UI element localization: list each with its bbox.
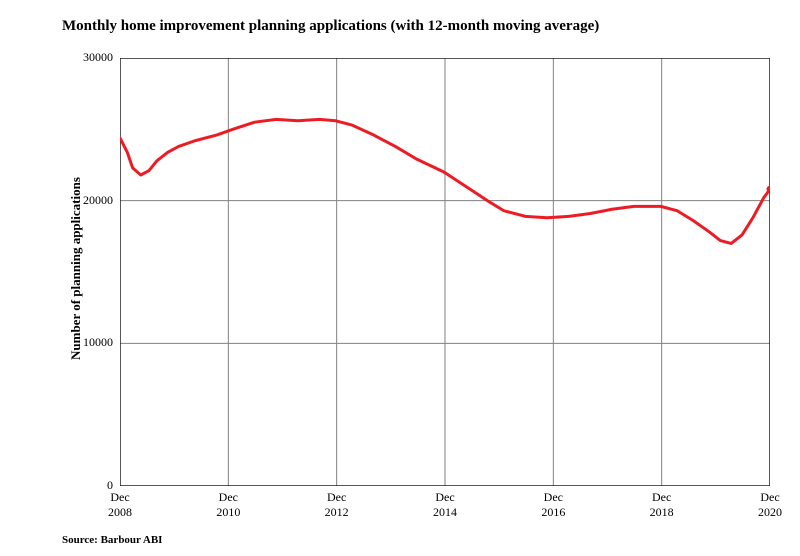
x-tick-label: Dec2008 — [90, 490, 150, 520]
chart-title: Monthly home improvement planning applic… — [62, 18, 599, 35]
x-tick-label: Dec2010 — [198, 490, 258, 520]
source-text: Source: Barbour ABI — [62, 534, 162, 546]
x-tick-label: Dec2012 — [307, 490, 367, 520]
y-tick-label: 20000 — [58, 193, 113, 208]
y-tick-label: 10000 — [58, 335, 113, 350]
plot-area — [120, 58, 770, 486]
x-tick-label: Dec2014 — [415, 490, 475, 520]
x-tick-label: Dec2020 — [740, 490, 800, 520]
x-tick-label: Dec2018 — [632, 490, 692, 520]
chart-container: Monthly home improvement planning applic… — [0, 0, 800, 556]
y-tick-label: 0 — [58, 478, 113, 493]
x-tick-label: Dec2016 — [523, 490, 583, 520]
y-tick-label: 30000 — [58, 50, 113, 65]
